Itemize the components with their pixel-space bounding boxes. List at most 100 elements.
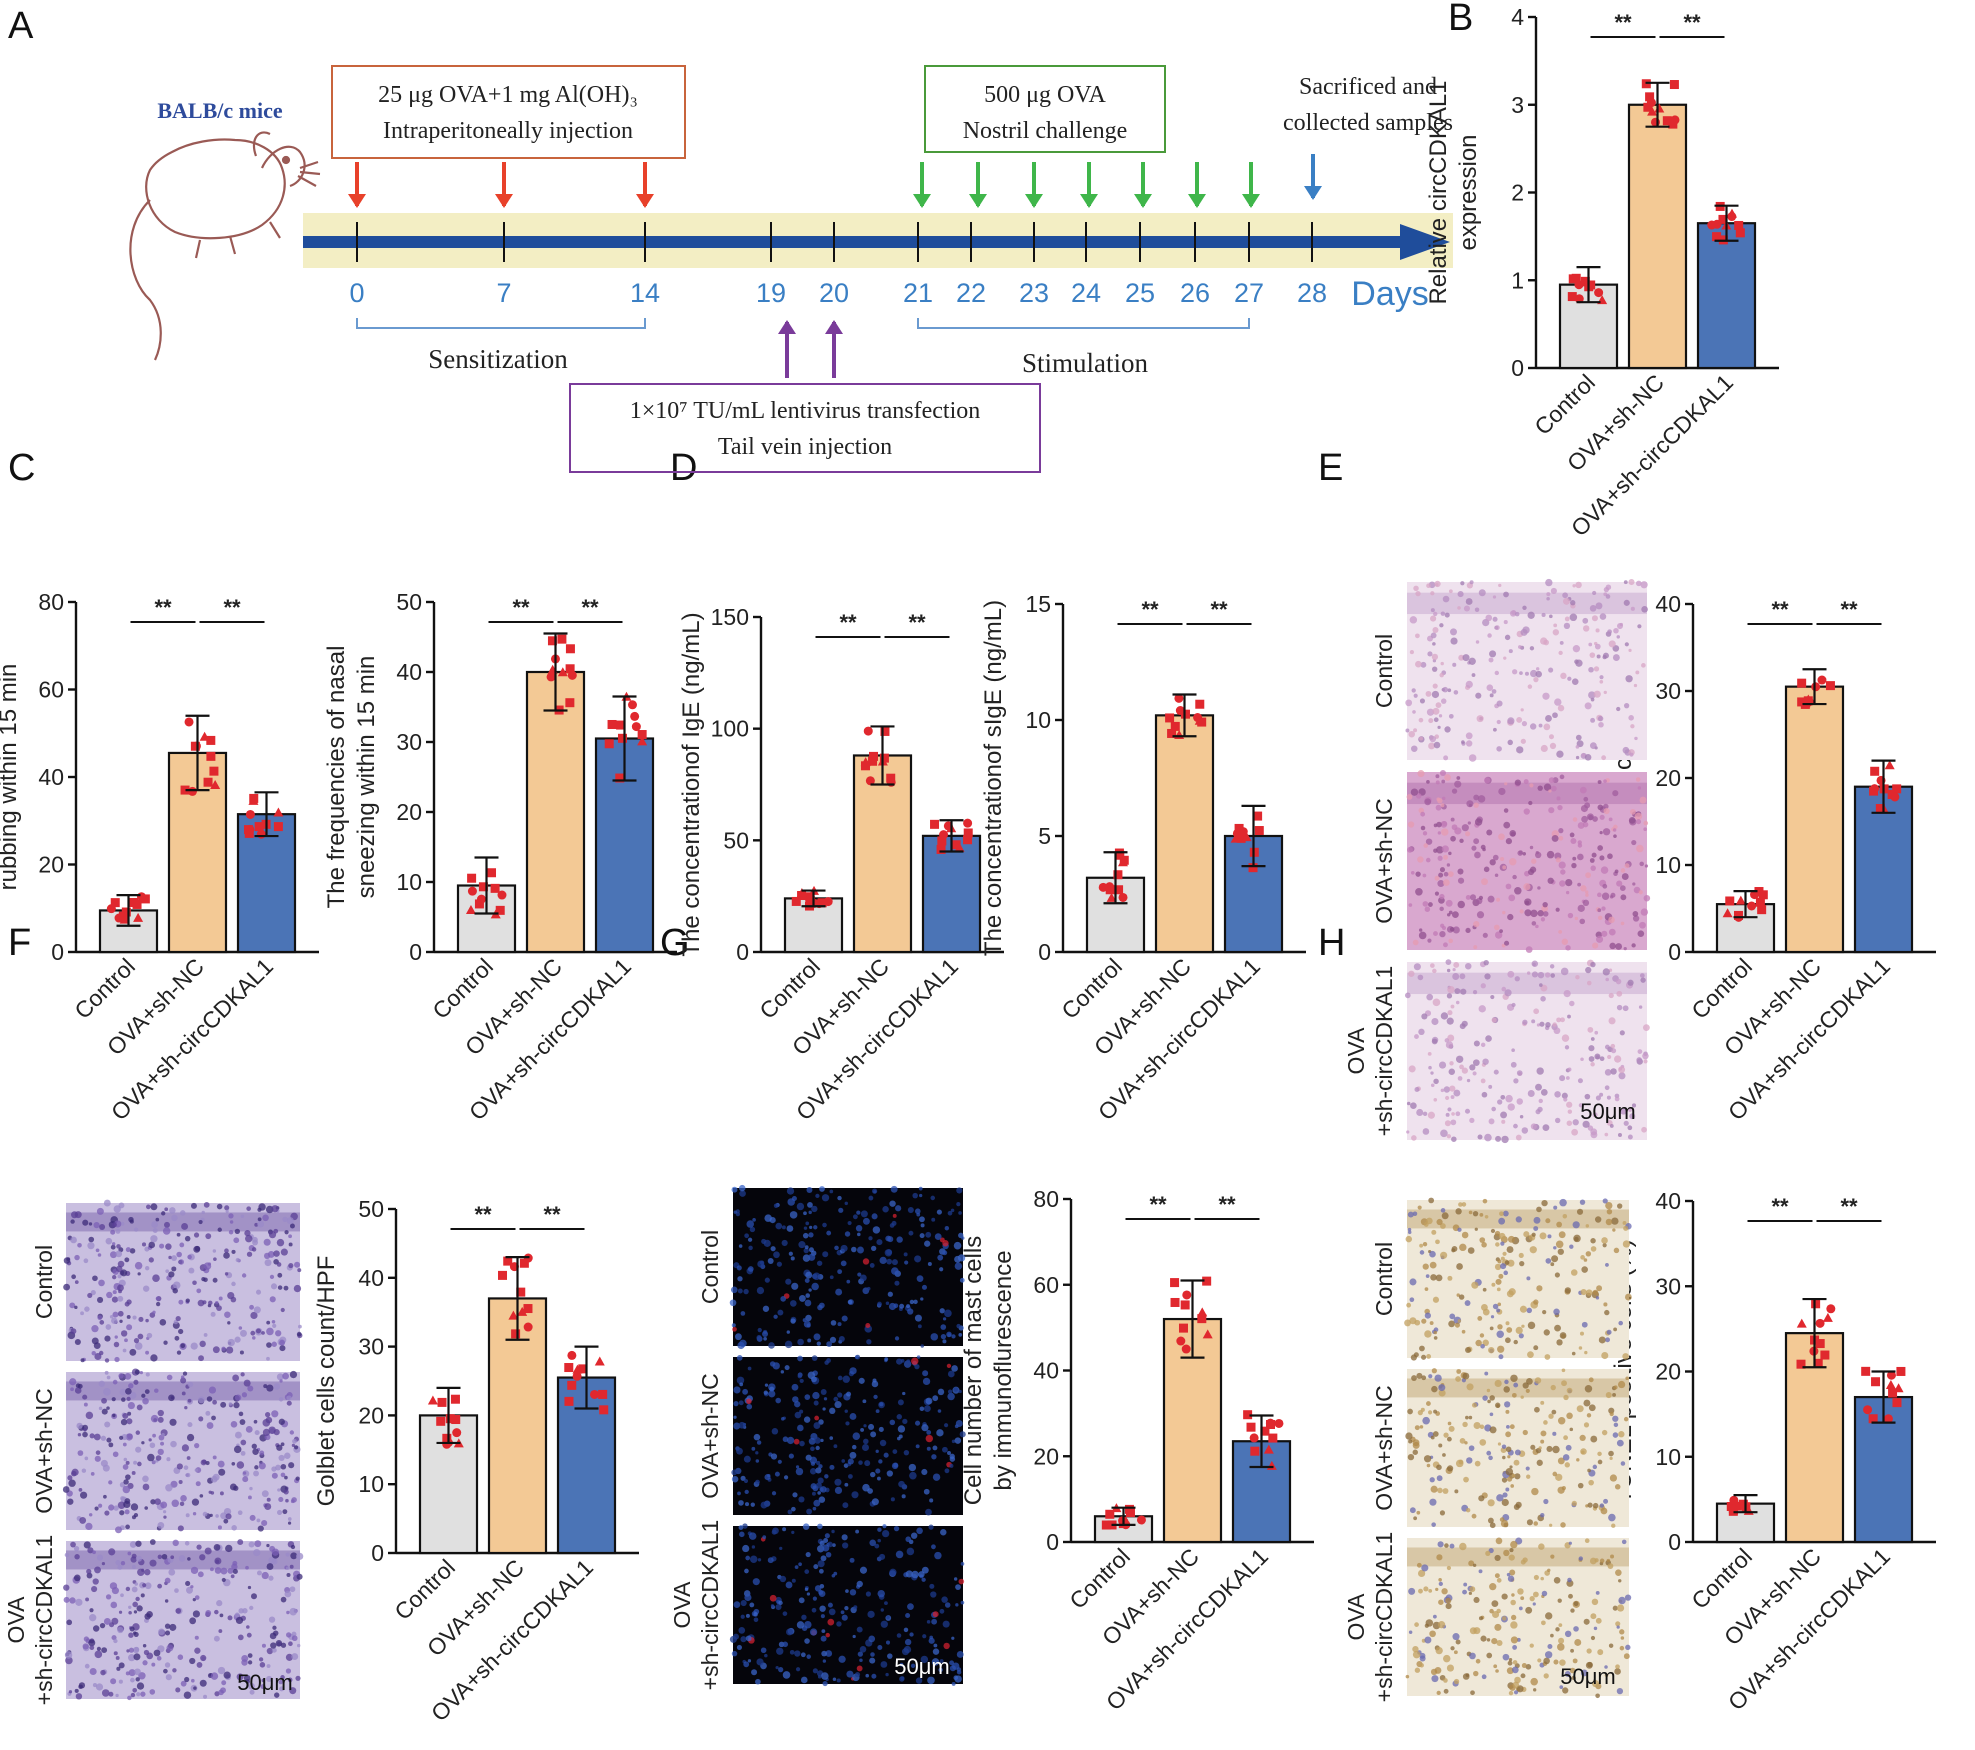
cell-dot [1540, 1430, 1547, 1437]
cell-dot [801, 1614, 807, 1620]
cell-dot [1605, 977, 1609, 982]
cell-dot [744, 1489, 749, 1495]
cell-dot [128, 1669, 136, 1677]
cell-dot [83, 1402, 88, 1407]
cell-dot [1597, 804, 1604, 811]
cell-dot [807, 1202, 813, 1208]
cell-dot [1478, 1616, 1484, 1621]
cell-dot [1417, 974, 1424, 981]
cell-dot [157, 1522, 165, 1529]
cell-dot [1429, 735, 1437, 743]
cell-dot [82, 1431, 88, 1438]
day-label: 28 [1297, 278, 1327, 308]
cell-dot [806, 1592, 811, 1596]
cell-dot [859, 1658, 863, 1662]
cell-dot [1454, 780, 1462, 788]
cell-dot [1559, 880, 1566, 887]
cell-dot [1412, 1211, 1418, 1217]
y-tick-label: 30 [1655, 678, 1681, 704]
cell-dot [1553, 1308, 1560, 1316]
cell-dot [1443, 854, 1448, 860]
cell-dot [1535, 670, 1542, 678]
cell-dot [1590, 1435, 1598, 1443]
cell-dot [70, 1219, 75, 1224]
data-point [1803, 696, 1813, 706]
cell-dot [205, 1610, 212, 1616]
data-point [963, 835, 973, 845]
cell-dot [112, 1451, 119, 1458]
cell-dot [1548, 734, 1554, 740]
cell-dot [1484, 777, 1491, 784]
cell-dot [1499, 1211, 1504, 1217]
cell-dot [94, 1506, 99, 1511]
cell-dot [1413, 728, 1418, 733]
cell-dot [223, 1518, 229, 1524]
cell-dot [1587, 1502, 1593, 1508]
data-point [860, 757, 871, 767]
cell-dot [111, 1587, 119, 1595]
cell-dot [1505, 1094, 1513, 1103]
cell-dot [1560, 1017, 1565, 1023]
cell-dot [224, 1272, 229, 1276]
cell-dot [1595, 628, 1600, 633]
cell-dot [123, 1457, 128, 1462]
cell-dot [1477, 795, 1486, 803]
cell-dot [284, 1590, 292, 1598]
cell-dot [1586, 813, 1594, 821]
cell-dot [939, 1267, 944, 1272]
cell-dot [219, 1613, 224, 1618]
cell-dot [1411, 688, 1416, 693]
cell-dot [119, 1435, 124, 1440]
cell-dot [1417, 770, 1425, 778]
cell-dot [1527, 1351, 1534, 1358]
cell-dot [817, 1523, 823, 1530]
cell-dot [213, 1544, 221, 1551]
data-point [1747, 901, 1757, 911]
cell-dot [1420, 825, 1426, 831]
cell-dot [1522, 605, 1527, 610]
cell-dot [1476, 911, 1485, 919]
cell-dot [831, 1529, 835, 1534]
cell-dot [1611, 1217, 1619, 1225]
cell-dot [799, 1409, 804, 1414]
cell-dot [216, 1600, 223, 1607]
cell-dot [1523, 808, 1530, 815]
cell-dot [1538, 1543, 1545, 1550]
cell-dot [180, 1495, 187, 1502]
cell-dot [1580, 1288, 1587, 1296]
cell-dot [1590, 1037, 1595, 1041]
cell-dot [797, 1374, 802, 1379]
cell-dot [225, 1513, 232, 1520]
cell-dot [1455, 1208, 1462, 1215]
cell-dot [1421, 1375, 1427, 1381]
cell-dot [904, 1260, 909, 1265]
cell-dot [1491, 1600, 1499, 1608]
cell-dot [263, 1238, 271, 1246]
cell-dot [1623, 703, 1630, 709]
data-point [498, 1270, 508, 1280]
cell-dot [1486, 829, 1493, 836]
cell-dot [218, 1629, 223, 1633]
cell-dot [1628, 578, 1635, 586]
cell-dot [115, 1250, 123, 1258]
cell-dot [93, 1222, 100, 1229]
data-point [1170, 721, 1180, 731]
cell-dot [1533, 1299, 1539, 1305]
cell-dot [1462, 1372, 1470, 1380]
data-point [1254, 826, 1264, 836]
cell-dot [1446, 1465, 1454, 1472]
cell-dot [1590, 1128, 1598, 1136]
cell-dot [949, 1463, 954, 1468]
cell-dot [877, 1589, 885, 1598]
cell-dot [872, 1226, 881, 1234]
cell-dot [259, 1450, 265, 1456]
cell-dot [756, 1658, 764, 1666]
cell-dot [1436, 1690, 1441, 1696]
cell-dot [1494, 1263, 1502, 1271]
cell-dot [1438, 1061, 1447, 1069]
data-point [1758, 890, 1768, 900]
cell-dot [820, 1555, 827, 1562]
data-point [191, 741, 201, 751]
cell-dot [827, 1618, 835, 1626]
cell-dot [1555, 857, 1561, 863]
